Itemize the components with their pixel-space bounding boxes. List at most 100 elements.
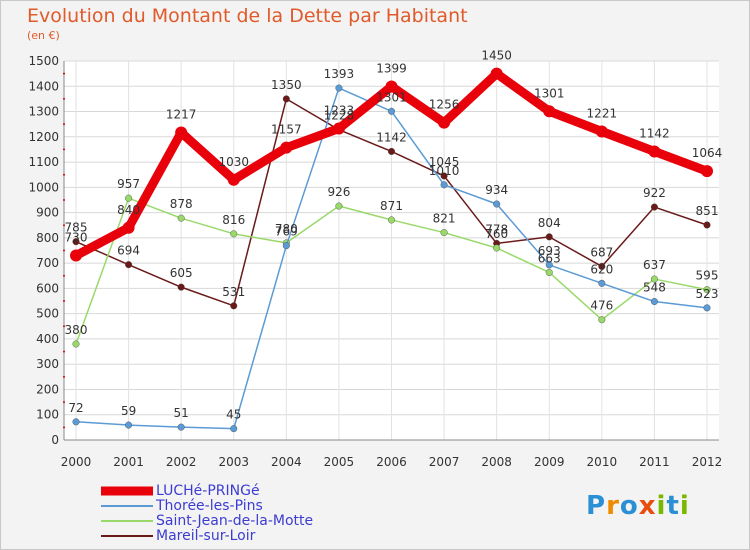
y-tick-label: 600	[36, 281, 59, 295]
legend-item-2: Saint-Jean-de-la-Motte	[101, 513, 313, 529]
data-label-1: 72	[68, 401, 83, 415]
series-point-0	[332, 122, 345, 135]
y-minor-tick	[63, 72, 65, 75]
data-label-2: 380	[65, 323, 88, 337]
series-point-1	[177, 423, 185, 431]
data-label-3: 1228	[324, 109, 355, 123]
series-point-2	[703, 286, 711, 294]
y-minor-tick	[63, 401, 65, 404]
series-point-1	[545, 261, 553, 269]
y-minor-tick	[63, 224, 65, 227]
x-tick-label: 2005	[324, 455, 355, 469]
legend-item-3: Mareil-sur-Loir	[101, 527, 313, 544]
data-label-3: 922	[643, 186, 666, 200]
data-label-0: 1301	[534, 86, 565, 100]
y-minor-tick	[63, 148, 65, 151]
legend-swatch-0	[101, 486, 153, 495]
series-point-2	[650, 275, 658, 283]
series-point-2	[598, 316, 606, 324]
y-minor-tick	[63, 198, 65, 201]
y-minor-tick	[63, 350, 65, 353]
y-tick-label: 800	[36, 231, 59, 245]
data-label-1: 693	[538, 244, 561, 258]
series-point-3	[125, 261, 133, 269]
series-point-3	[440, 172, 448, 180]
y-minor-tick	[63, 426, 65, 429]
data-label-0: 1256	[429, 98, 460, 112]
data-label-3: 1045	[429, 155, 460, 169]
data-label-0: 730	[65, 231, 88, 245]
series-point-0	[385, 80, 398, 93]
series-point-3	[72, 238, 80, 246]
legend-swatch-2	[101, 519, 153, 522]
x-tick-label: 2011	[639, 455, 670, 469]
y-tick-label: 0	[51, 433, 59, 447]
data-label-3: 687	[590, 245, 613, 259]
data-label-2: 871	[380, 199, 403, 213]
series-point-2	[72, 340, 80, 348]
x-tick-label: 2010	[587, 455, 618, 469]
x-tick-label: 2007	[429, 455, 460, 469]
series-point-3	[230, 302, 238, 310]
data-label-3: 804	[538, 216, 561, 230]
data-label-2: 878	[170, 197, 193, 211]
data-label-3: 851	[696, 204, 719, 218]
y-minor-tick	[63, 375, 65, 378]
series-point-1	[335, 84, 343, 92]
logo-letter: P	[586, 491, 607, 521]
legend: LUCHé-PRINGé Thorée-les-Pins Saint-Jean-…	[101, 483, 313, 544]
series-point-2	[493, 244, 501, 252]
series-point-2	[335, 202, 343, 210]
series-point-3	[177, 283, 185, 291]
series-point-3	[545, 233, 553, 241]
data-label-2: 476	[590, 299, 613, 313]
chart-title: Evolution du Montant de la Dette par Hab…	[27, 5, 468, 27]
data-label-3: 531	[222, 285, 245, 299]
series-point-3	[650, 203, 658, 211]
data-label-0: 1157	[271, 123, 302, 137]
x-tick-label: 2004	[271, 455, 302, 469]
data-label-0: 1217	[166, 108, 197, 122]
legend-label-3: Mareil-sur-Loir	[156, 527, 256, 544]
y-tick-label: 400	[36, 332, 59, 346]
data-label-3: 778	[485, 222, 508, 236]
x-tick-label: 2003	[218, 455, 249, 469]
y-tick-label: 700	[36, 256, 59, 270]
y-minor-tick	[63, 249, 65, 252]
data-label-2: 780	[275, 222, 298, 236]
data-label-3: 694	[117, 244, 140, 258]
y-minor-tick	[63, 123, 65, 126]
data-label-2: 821	[433, 212, 456, 226]
data-label-0: 1450	[481, 49, 512, 63]
series-point-0	[438, 116, 451, 129]
y-tick-label: 900	[36, 206, 59, 220]
data-label-0: 1221	[587, 106, 618, 120]
proxiti-logo: Proxiti	[586, 491, 690, 521]
data-label-2: 760	[485, 227, 508, 241]
series-point-1	[230, 425, 238, 433]
series-point-0	[648, 145, 661, 158]
series-point-1	[598, 279, 606, 287]
legend-label-1: Thorée-les-Pins	[156, 497, 263, 514]
data-label-1: 934	[485, 183, 508, 197]
series-point-0	[595, 125, 608, 138]
data-label-3: 785	[65, 221, 88, 235]
data-label-2: 926	[327, 185, 350, 199]
x-tick-label: 2002	[166, 455, 197, 469]
data-label-1: 45	[226, 408, 241, 422]
series-point-3	[598, 262, 606, 270]
data-label-3: 1142	[376, 130, 407, 144]
data-label-1: 51	[174, 406, 189, 420]
series-point-0	[175, 126, 188, 139]
data-label-1: 769	[275, 225, 298, 239]
series-point-0	[227, 173, 240, 186]
y-tick-label: 1200	[28, 130, 59, 144]
series-point-2	[545, 268, 553, 276]
logo-letter: x	[638, 491, 657, 521]
series-point-2	[177, 214, 185, 222]
data-label-0: 1064	[692, 146, 723, 160]
series-point-1	[388, 107, 396, 115]
data-label-2: 816	[222, 213, 245, 227]
data-label-0: 1030	[218, 155, 249, 169]
